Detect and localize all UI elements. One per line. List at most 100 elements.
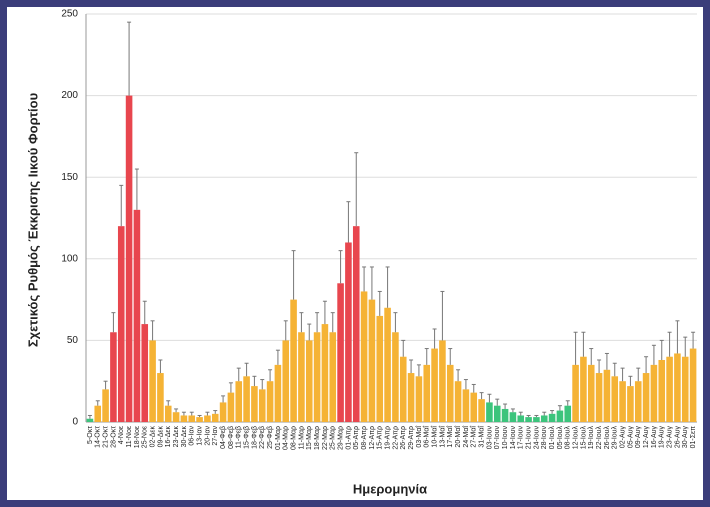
bar (125, 95, 133, 422)
bar (564, 405, 572, 422)
x-tick-label: 20-Μαΐ (454, 426, 462, 448)
error-bar (542, 411, 547, 416)
x-tick-label: 15-Μαρ (306, 426, 313, 450)
error-bar (205, 411, 210, 416)
bar (243, 376, 250, 422)
x-tick-label: 08-Μαρ (290, 426, 297, 450)
x-tick-label: 11-Μαρ (298, 426, 305, 449)
error-bar (111, 312, 116, 333)
x-tick-label: 25-Νοε (142, 426, 149, 448)
error-bar (636, 367, 641, 382)
bar (149, 340, 156, 422)
x-tick-label: 18-Νοε (134, 426, 141, 448)
error-bar (432, 328, 437, 349)
error-bar (597, 359, 602, 374)
error-bar (275, 349, 280, 365)
error-bar (691, 331, 696, 349)
x-tick-label: 26-Ιουλ (604, 426, 611, 450)
bar (470, 392, 478, 422)
x-tick-label: 30-Αυγ (682, 426, 689, 449)
x-tick-label: 19-Ιουλ (588, 426, 595, 450)
bar (180, 415, 188, 422)
bar (133, 209, 141, 422)
bar (352, 226, 360, 422)
error-bar (471, 383, 476, 393)
x-tick-label: 06-Μαΐ (423, 426, 431, 448)
x-tick-label: 10-Ιουν (502, 426, 509, 450)
error-bar (495, 398, 500, 406)
x-tick-label: 14-Ιουν (510, 426, 517, 450)
bar (399, 356, 407, 422)
bar (407, 373, 415, 422)
error-bar (581, 331, 586, 357)
bar (360, 291, 368, 422)
error-bar (416, 364, 421, 377)
bar (415, 376, 423, 422)
x-tick-label: 23-Αυγ (666, 426, 673, 449)
x-tick-label: 09-Δεκ (157, 426, 164, 448)
x-tick-label: 15-Φεβ (243, 426, 250, 449)
error-bar (174, 408, 179, 413)
bar (525, 417, 532, 422)
bar (666, 356, 673, 422)
bar (102, 389, 109, 422)
x-tick-label: 02-Αυγ (619, 426, 626, 449)
x-tick-label: 23-Δεκ (173, 426, 180, 448)
x-tick-label: 03-Μαΐ (415, 426, 423, 448)
error-bar (667, 331, 672, 357)
error-bar (659, 339, 664, 360)
error-bar (134, 168, 139, 210)
error-bar (291, 250, 296, 300)
error-bar (346, 201, 351, 243)
bar (219, 402, 227, 422)
error-bar (604, 352, 609, 370)
x-tick-label: 30-Δεκ (181, 426, 188, 448)
x-tick-label: 05-Αυγ (627, 426, 634, 449)
x-tick-label: 02-Δεκ (149, 426, 156, 448)
bar (110, 332, 117, 422)
x-tick-label: 12-Ιουλ (572, 426, 579, 450)
x-tick-label: 5-Οκτ (87, 426, 94, 444)
error-bar (683, 336, 688, 357)
error-bar (103, 380, 108, 390)
bar (141, 324, 149, 422)
error-bar (589, 348, 594, 365)
error-bar (628, 375, 633, 387)
error-bar (354, 152, 359, 227)
bar (462, 389, 470, 422)
bar (642, 373, 650, 422)
error-bar (534, 414, 539, 418)
error-bar (322, 300, 327, 325)
error-bar (166, 400, 171, 406)
error-bar (307, 323, 312, 341)
error-bar (228, 382, 233, 393)
bar (595, 373, 603, 422)
x-tick-label: 16-Αυγ (651, 426, 658, 449)
x-tick-label: 27-Μαΐ (470, 426, 478, 448)
bar (282, 340, 290, 422)
x-tick-label: 05-Απρ (353, 426, 360, 450)
x-tick-label: 26-Αυγ (674, 426, 681, 449)
bar (117, 226, 125, 422)
x-axis-title: Ημερομηνία (353, 481, 427, 496)
bar (392, 332, 399, 422)
x-tick-label: 17-Ιουν (518, 426, 525, 450)
bar (274, 364, 282, 422)
x-tick-label: 13-Μαΐ (438, 426, 446, 448)
bar (619, 381, 626, 422)
bar (548, 413, 556, 422)
x-tick-label: 07-Ιουν (494, 426, 501, 450)
error-bar (142, 300, 147, 325)
bar (634, 381, 642, 422)
bar (251, 386, 258, 422)
x-tick-label: 04-Φεβ (220, 426, 227, 449)
x-tick-label: 19-Απρ (384, 426, 391, 450)
error-bar (612, 362, 617, 377)
bar (533, 417, 540, 422)
bar (580, 356, 587, 422)
x-tick-label: 31-Μαΐ (477, 426, 485, 448)
bar (674, 353, 681, 422)
bar (572, 364, 579, 422)
error-bar (252, 375, 257, 387)
bar (305, 340, 313, 422)
